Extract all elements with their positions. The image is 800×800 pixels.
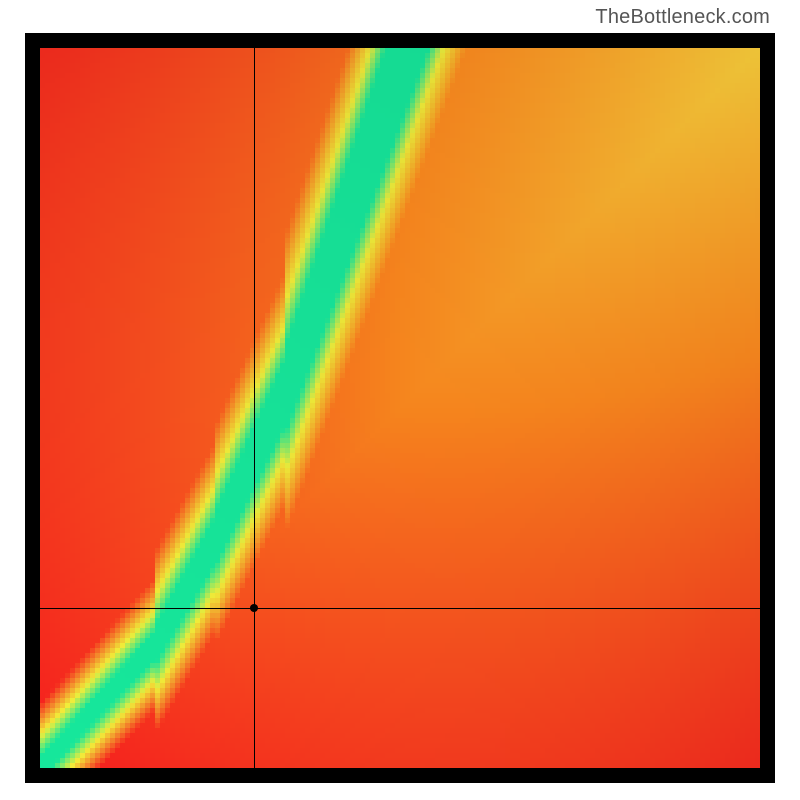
heatmap-canvas [40,48,760,768]
chart-container: TheBottleneck.com [0,0,800,800]
chart-frame [25,33,775,783]
plot-area [40,48,760,768]
watermark-text: TheBottleneck.com [595,6,770,29]
